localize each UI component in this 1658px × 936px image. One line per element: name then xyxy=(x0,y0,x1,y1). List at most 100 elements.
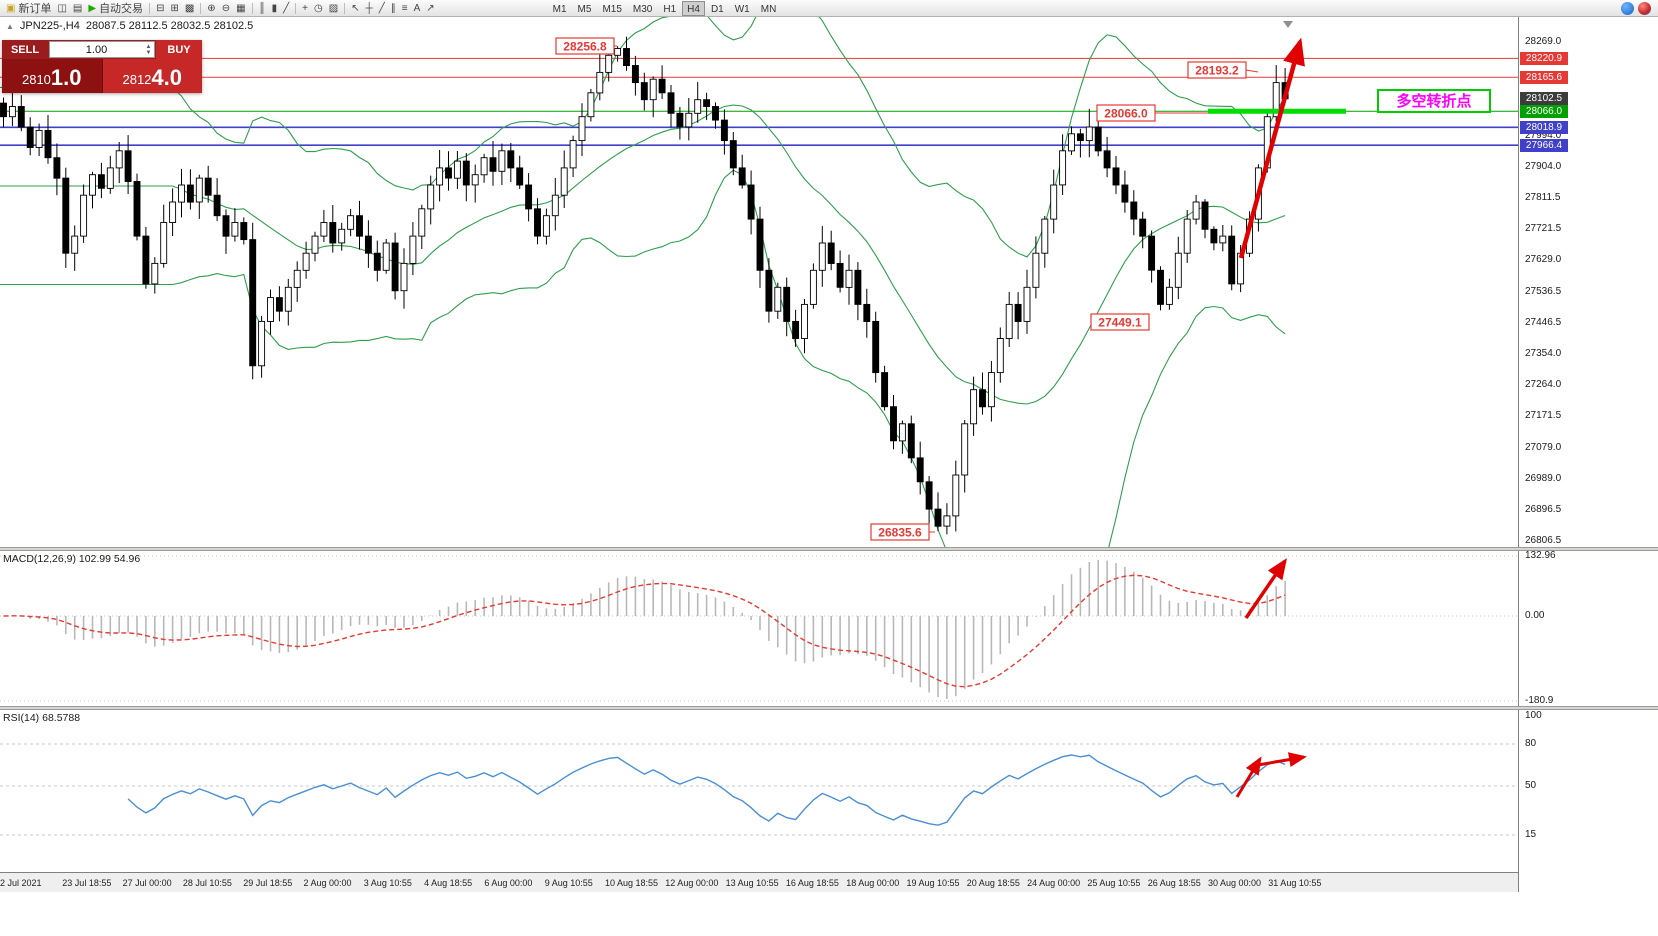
timeframe-h1[interactable]: H1 xyxy=(663,3,677,15)
price-callout-box[interactable] xyxy=(1090,313,1150,331)
bollinger-band xyxy=(0,104,1286,405)
chart-shift-marker[interactable] xyxy=(1283,21,1293,28)
trend-arrow[interactable] xyxy=(1244,558,1287,619)
grid-icon[interactable]: ▦ xyxy=(233,1,248,16)
buy-price[interactable]: 2812 4.0 xyxy=(102,59,202,93)
candle xyxy=(320,222,328,237)
candle xyxy=(80,194,88,237)
candle xyxy=(809,269,817,305)
candle xyxy=(1228,235,1236,285)
candle xyxy=(35,129,43,148)
notifications-icon[interactable] xyxy=(1638,1,1651,15)
timeframe-m30[interactable]: M30 xyxy=(632,3,653,15)
candle xyxy=(943,515,951,527)
annotation-text: 多空转折点 xyxy=(1396,92,1471,110)
bar-chart-icon[interactable]: ║ xyxy=(256,1,269,16)
tile-vertical-icon[interactable]: ⊞ xyxy=(167,1,181,16)
candle xyxy=(818,242,826,271)
price-tick-label: 27629.0 xyxy=(1525,254,1562,266)
sell-button[interactable]: SELL xyxy=(10,43,40,56)
periods-icon[interactable]: ◷ xyxy=(311,1,326,16)
indicators-icon[interactable]: + xyxy=(299,1,311,16)
profile-icon[interactable]: ▤ xyxy=(70,1,85,16)
buy-button[interactable]: BUY xyxy=(156,40,202,59)
macd-panel[interactable] xyxy=(0,551,1518,706)
timeframe-mn[interactable]: MN xyxy=(760,3,777,15)
candle xyxy=(347,215,355,230)
timeframe-m1[interactable]: M1 xyxy=(552,3,567,15)
expand-panel-icon[interactable]: ▲ xyxy=(6,21,14,31)
price-scale[interactable]: 28269.0 27994.0 27904.0 27811.5 27721.5 27629… xyxy=(1518,17,1658,892)
time-axis-label: 22 Jul 2021 xyxy=(0,878,42,888)
time-axis-label: 6 Aug 00:00 xyxy=(484,878,533,888)
spinner-down-icon[interactable]: ▼ xyxy=(145,49,152,56)
volume-value[interactable]: 1.00 xyxy=(85,43,108,56)
candle xyxy=(267,297,274,322)
timeframe-d1[interactable]: D1 xyxy=(710,3,724,15)
sell-price[interactable]: 2810 1.0 xyxy=(2,59,103,93)
tile-horizontal-icon[interactable]: ⊟ xyxy=(153,1,167,16)
candle xyxy=(89,174,96,196)
candle xyxy=(738,167,746,186)
new-order-button[interactable]: ▣ 新订单 xyxy=(3,1,54,16)
channel-icon[interactable]: ∥ xyxy=(388,1,399,16)
line-chart-icon[interactable]: ╱ xyxy=(280,1,292,16)
candle xyxy=(8,106,16,118)
crosshair-icon[interactable]: ┼ xyxy=(363,1,376,16)
community-icon[interactable] xyxy=(1621,1,1634,15)
main-toolbar: ▣ 新订单 ◫ ▤ ▶ 自动交易 ⊟ ⊞ ▩ ⊕ ⊖ ▦ ║ ▮ ╱ + ◷ ▨ ↖ ┼ ╱ ∥ ≡ A ↗ M1 M5 M15 M3… xyxy=(0,0,1658,17)
trend-arrow[interactable] xyxy=(1235,756,1262,798)
price-callout-box[interactable] xyxy=(1096,104,1156,122)
arrow-object-icon[interactable]: ↗ xyxy=(423,1,437,16)
price-callout-box[interactable] xyxy=(870,523,930,541)
cascade-windows-icon[interactable]: ▩ xyxy=(182,1,197,16)
volume-spinner[interactable]: ▲ ▼ xyxy=(143,44,154,56)
time-axis-label: 23 Jul 18:55 xyxy=(62,878,112,888)
price-callout-box[interactable] xyxy=(1187,61,1247,79)
candle xyxy=(569,140,577,169)
candlestick-icon[interactable]: ▮ xyxy=(269,1,281,16)
price-callout-box[interactable] xyxy=(555,37,615,55)
timeframe-m5[interactable]: M5 xyxy=(577,3,592,15)
price-tag: 28220.9 xyxy=(1520,51,1568,65)
cursor-icon[interactable]: ↖ xyxy=(348,1,362,16)
macd-signal-line xyxy=(3,574,1286,688)
spinner-up-icon[interactable]: ▲ xyxy=(145,43,152,50)
volume-input[interactable]: 1.00 ▲ ▼ xyxy=(49,41,155,58)
bottom-spacer xyxy=(0,892,1658,936)
panel-splitter[interactable] xyxy=(0,706,1658,710)
templates-icon[interactable]: ▨ xyxy=(326,1,341,16)
trend-arrow[interactable] xyxy=(1257,752,1307,767)
time-axis[interactable]: 22 Jul 2021 23 Jul 18:55 27 Jul 00:00 28 Ju… xyxy=(0,872,1518,892)
candle xyxy=(284,286,292,312)
candle xyxy=(587,92,595,118)
candle xyxy=(1023,286,1031,322)
timeframe-m15[interactable]: M15 xyxy=(602,3,622,15)
panel-splitter[interactable] xyxy=(0,547,1658,551)
trend-arrow[interactable] xyxy=(1238,37,1305,259)
annotation-box[interactable] xyxy=(1377,89,1491,113)
symbol-period-label: JPN225-,H4 xyxy=(19,20,80,32)
timeframe-h4[interactable]: H4 xyxy=(682,0,705,16)
candle xyxy=(142,235,150,285)
candle xyxy=(578,116,586,142)
candle xyxy=(596,71,604,94)
fibonacci-icon[interactable]: ≡ xyxy=(399,1,411,16)
indicators-icon-icon: + xyxy=(302,2,309,14)
candle xyxy=(712,106,719,121)
zoom-out-icon[interactable]: ⊖ xyxy=(219,1,233,16)
auto-trading-button[interactable]: ▶ 自动交易 xyxy=(85,1,146,16)
main-price-chart[interactable]: 28256.8 28193.2 28066.0 27449.1 26835.6 多空转折点 xyxy=(0,17,1518,547)
timeframe-w1[interactable]: W1 xyxy=(734,3,750,15)
candle xyxy=(1103,150,1111,169)
rsi-panel[interactable] xyxy=(0,710,1518,872)
text-label-icon[interactable]: A xyxy=(411,1,424,16)
auto-trading-icon: ▶ xyxy=(88,2,97,14)
candle xyxy=(996,338,1004,374)
zoom-in-icon[interactable]: ⊕ xyxy=(204,1,218,16)
candle xyxy=(979,389,986,408)
charts-grid-icon[interactable]: ◫ xyxy=(54,1,69,16)
candle xyxy=(329,222,337,244)
trendline-icon[interactable]: ╱ xyxy=(376,1,388,16)
